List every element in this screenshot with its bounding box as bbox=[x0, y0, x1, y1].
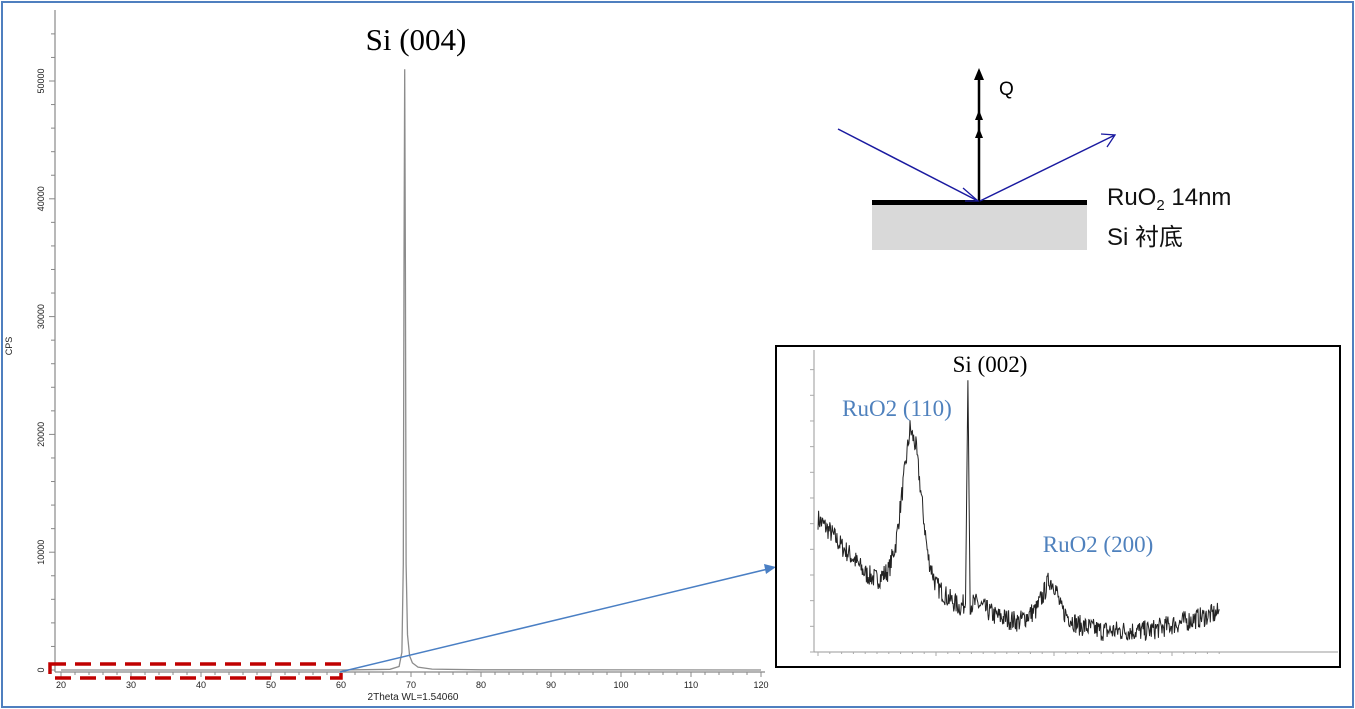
film-subscript: 2 bbox=[1156, 197, 1164, 214]
peak-label-si-002: Si (002) bbox=[953, 352, 1028, 377]
x-tick-label: 60 bbox=[336, 680, 346, 690]
x-tick-label: 70 bbox=[406, 680, 416, 690]
highlight-region-box bbox=[48, 662, 343, 680]
inset-frame bbox=[775, 345, 1341, 668]
x-tick-label: 120 bbox=[753, 680, 768, 690]
y-tick-label: 50000 bbox=[36, 68, 46, 93]
x-tick-label: 90 bbox=[546, 680, 556, 690]
y-tick-label: 20000 bbox=[36, 422, 46, 447]
main-series-line bbox=[61, 69, 762, 671]
q-label: Q bbox=[999, 79, 1014, 100]
film-label: RuO2 14nm bbox=[1107, 184, 1231, 214]
ruo2-film bbox=[872, 200, 1087, 205]
zoom-arrow-head bbox=[764, 564, 776, 574]
peak-label-ruo2-200: RuO2 (200) bbox=[1043, 532, 1154, 557]
y-tick-label: 0 bbox=[36, 667, 46, 672]
scattering-geometry-diagram: Q RuO2 14nm Si 衬底 bbox=[837, 68, 1231, 251]
x-tick-label: 80 bbox=[476, 680, 486, 690]
q-arrow-mark bbox=[975, 128, 983, 138]
zoom-arrow bbox=[339, 568, 769, 673]
incident-beam bbox=[837, 128, 979, 202]
peak-label-ruo2-110: RuO2 (110) bbox=[842, 396, 952, 421]
x-tick-label: 20 bbox=[56, 680, 66, 690]
q-arrow-mark bbox=[975, 110, 983, 120]
x-tick-label: 30 bbox=[126, 680, 136, 690]
y-axis-label: CPS bbox=[4, 337, 14, 356]
x-tick-label: 40 bbox=[196, 680, 206, 690]
x-tick-label: 110 bbox=[684, 680, 698, 690]
x-tick-label: 100 bbox=[613, 680, 628, 690]
film-formula: RuO bbox=[1107, 184, 1156, 211]
y-tick-label: 30000 bbox=[36, 304, 46, 329]
main-chart: 20 30 40 50 60 70 80 90 100 110 120 0 10000 20000 3000… bbox=[4, 10, 769, 703]
inset-chart: Si (002) RuO2 (110) RuO2 (200) bbox=[775, 345, 1341, 668]
inset-series-line bbox=[817, 380, 1220, 641]
diffracted-beam-arrowhead bbox=[1100, 133, 1117, 148]
q-arrow-head bbox=[974, 68, 984, 80]
y-tick-label: 10000 bbox=[36, 540, 46, 565]
x-tick-label: 50 bbox=[266, 680, 276, 690]
substrate-label: Si 衬底 bbox=[1107, 224, 1183, 251]
peak-label-si-004: Si (004) bbox=[366, 22, 467, 57]
substrate bbox=[872, 204, 1087, 250]
film-thickness: 14nm bbox=[1165, 184, 1232, 211]
x-axis-label: 2Theta WL=1.54060 bbox=[368, 692, 459, 703]
y-tick-label: 40000 bbox=[36, 186, 46, 211]
diffracted-beam bbox=[979, 134, 1116, 202]
incident-beam-arrowhead bbox=[962, 187, 980, 202]
